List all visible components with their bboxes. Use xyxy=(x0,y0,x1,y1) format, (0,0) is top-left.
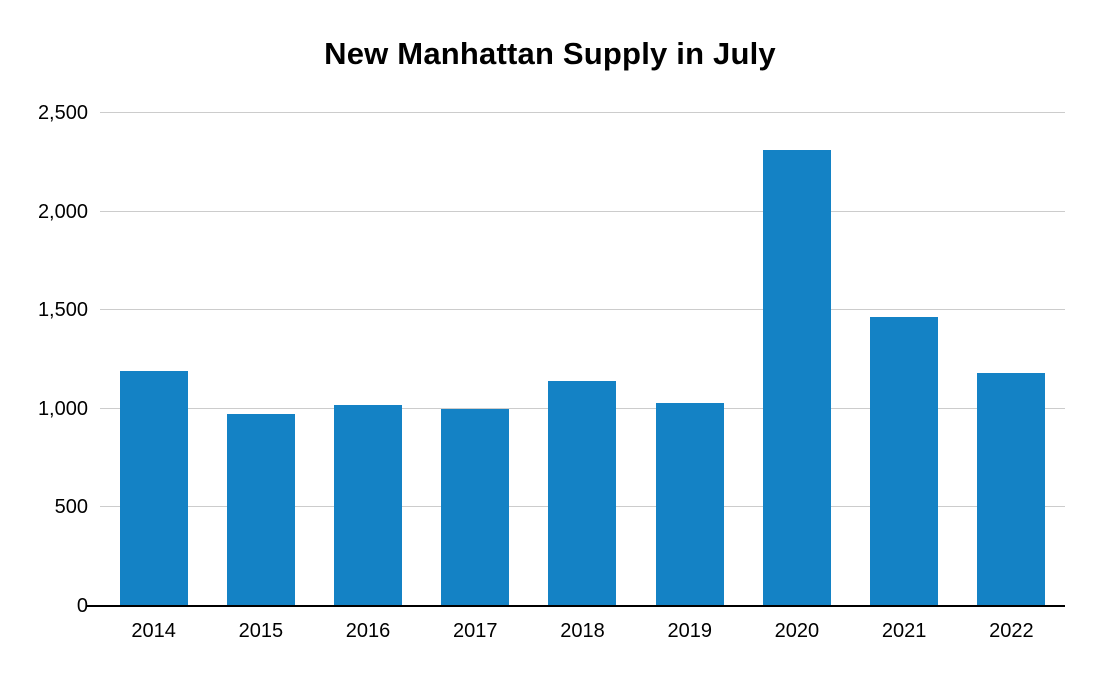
bar-slot xyxy=(207,113,314,606)
bar-slot xyxy=(529,113,636,606)
bar-2022 xyxy=(977,373,1046,606)
plot-area xyxy=(86,112,1065,607)
bars xyxy=(100,113,1065,606)
bar-2019 xyxy=(655,402,724,606)
bar-slot xyxy=(314,113,421,606)
x-tick-label: 2016 xyxy=(345,620,391,642)
x-tick-label: 2022 xyxy=(989,620,1034,642)
bar-slot xyxy=(851,113,958,606)
bar-2016 xyxy=(334,404,403,606)
bar-2014 xyxy=(119,371,188,606)
y-tick-label: 2,000 xyxy=(37,200,88,223)
x-tick-label: 2018 xyxy=(560,620,605,642)
y-tick-label: 1,500 xyxy=(37,299,88,322)
y-tick-label: 2,500 xyxy=(37,102,88,124)
bar-2020 xyxy=(762,150,831,606)
bar-slot xyxy=(636,113,743,606)
bar-2018 xyxy=(548,381,617,606)
x-tick-label: 2021 xyxy=(881,620,927,642)
gridline xyxy=(100,210,1065,212)
y-axis-labels: 0 500 1,000 1,500 2,000 2,500 xyxy=(0,103,88,616)
x-tick-label: 2014 xyxy=(131,620,176,642)
bar-slot xyxy=(743,113,850,606)
gridline xyxy=(100,112,1065,113)
y-tick-label: 500 xyxy=(54,496,88,519)
x-tick-label: 2015 xyxy=(238,620,284,642)
bar-2015 xyxy=(226,413,295,606)
x-tick-label: 2020 xyxy=(774,620,820,642)
gridline xyxy=(100,309,1065,311)
y-tick-label: 0 xyxy=(76,595,88,617)
y-tick-label: 1,000 xyxy=(37,397,88,420)
bar-slot xyxy=(100,113,207,606)
x-axis-labels: 2014 2015 2016 2017 2018 2019 2020 2021 2022 xyxy=(100,608,1065,643)
x-tick-label: 2017 xyxy=(453,620,498,642)
x-axis-line xyxy=(86,605,1065,607)
x-tick-label: 2019 xyxy=(667,620,712,642)
chart-title: New Manhattan Supply in July xyxy=(324,36,776,71)
bar-2017 xyxy=(441,408,510,606)
bar-slot xyxy=(422,113,529,606)
bar-2021 xyxy=(870,317,939,606)
bar-slot xyxy=(958,113,1065,606)
